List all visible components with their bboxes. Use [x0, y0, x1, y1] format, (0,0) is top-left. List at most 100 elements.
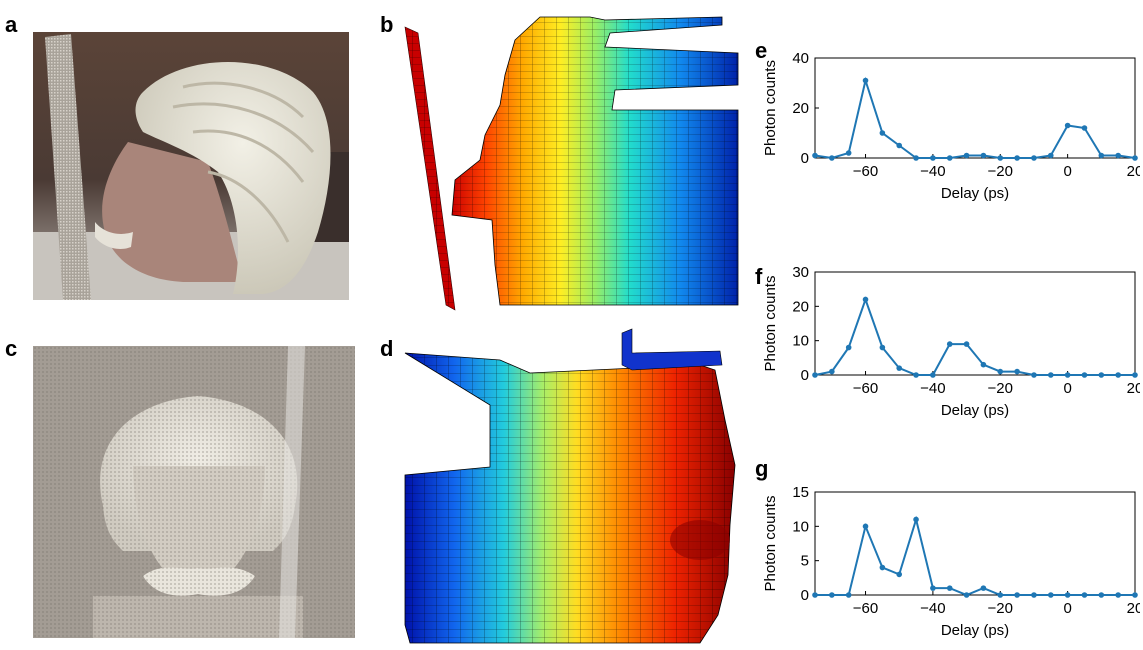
- y-tick-label: 40: [792, 50, 809, 67]
- x-tick-label: 0: [1063, 380, 1071, 397]
- data-point: [963, 152, 970, 159]
- data-point: [946, 155, 953, 161]
- y-axis-label: Photon counts: [762, 496, 779, 592]
- data-point: [980, 585, 987, 591]
- data-point: [812, 372, 818, 378]
- data-point: [997, 368, 1004, 375]
- data-point: [980, 152, 987, 159]
- data-point: [1115, 372, 1121, 378]
- chart-panel-f: −60 −40 −20 0 20 0 10 20 30 Delay (ps) Photon coun…: [762, 264, 1140, 419]
- x-tick-label: −20: [988, 380, 1013, 397]
- data-point: [1064, 372, 1071, 378]
- data-point: [1031, 155, 1037, 161]
- data-point: [896, 365, 903, 371]
- data-point: [829, 368, 835, 375]
- data-point: [1047, 592, 1054, 598]
- data-point: [879, 564, 886, 571]
- data-point: [879, 344, 886, 351]
- panel-label-b: b: [380, 12, 394, 37]
- x-axis-label: Delay (ps): [941, 622, 1009, 639]
- data-point: [1014, 592, 1020, 598]
- data-point: [1081, 125, 1088, 131]
- data-point: [1098, 372, 1105, 378]
- data-point: [1132, 372, 1138, 378]
- data-point: [997, 592, 1004, 598]
- x-tick-label: 20: [1127, 600, 1140, 617]
- x-tick-label: 20: [1127, 380, 1140, 397]
- data-point: [1081, 372, 1088, 378]
- data-point: [1115, 592, 1121, 598]
- data-point: [829, 155, 835, 161]
- data-point: [879, 130, 886, 136]
- x-tick-label: −40: [920, 380, 945, 397]
- data-point: [930, 155, 936, 161]
- data-point: [862, 523, 869, 530]
- series-line: [814, 76, 1136, 160]
- data-point: [862, 296, 869, 303]
- photo-bust-front-through-mesh: [33, 346, 355, 638]
- data-point: [997, 155, 1004, 161]
- y-axis-label: Photon counts: [762, 60, 779, 156]
- plot-frame: [814, 57, 1136, 159]
- x-tick-label: −60: [853, 600, 878, 617]
- data-point: [946, 341, 953, 347]
- y-tick-label: 30: [792, 264, 809, 281]
- data-point: [896, 142, 903, 149]
- series-line: [815, 515, 1135, 597]
- data-point: [862, 77, 869, 84]
- data-point: [913, 372, 919, 378]
- y-tick-label: 15: [792, 484, 809, 501]
- data-point: [1132, 592, 1138, 598]
- data-point: [845, 150, 852, 156]
- data-point: [1064, 122, 1071, 129]
- data-point: [1132, 155, 1138, 161]
- data-point: [896, 571, 903, 578]
- panel-label-f: f: [755, 264, 763, 289]
- reconstruction-3d-front: [400, 325, 745, 645]
- data-point: [963, 592, 970, 598]
- photo-bust-side: [33, 32, 349, 300]
- y-tick-label: 20: [792, 100, 809, 117]
- data-point: [1064, 592, 1071, 598]
- data-point: [1098, 592, 1105, 598]
- data-point: [812, 592, 818, 598]
- data-point: [1098, 152, 1105, 159]
- panel-label-a: a: [5, 12, 18, 37]
- panel-label-g: g: [755, 456, 769, 481]
- data-point: [930, 372, 936, 378]
- x-tick-label: −20: [988, 163, 1013, 180]
- data-point: [829, 592, 835, 598]
- panel-label-e: e: [755, 38, 768, 63]
- y-axis-label: Photon counts: [762, 276, 779, 372]
- x-tick-label: −20: [988, 600, 1013, 617]
- data-point: [1014, 368, 1020, 375]
- data-point: [845, 344, 852, 351]
- data-point: [913, 155, 919, 161]
- y-tick-label: 0: [801, 587, 809, 604]
- chart-panel-g: −60 −40 −20 0 20 0 5 10 15 Delay (ps) Photon count…: [762, 484, 1140, 639]
- panel-label-d: d: [380, 336, 394, 361]
- data-point: [913, 516, 919, 523]
- x-tick-label: −40: [920, 600, 945, 617]
- plot-frame: [814, 491, 1136, 596]
- x-tick-label: 0: [1063, 600, 1071, 617]
- y-tick-label: 10: [792, 333, 809, 350]
- x-tick-label: 20: [1127, 163, 1140, 180]
- data-point: [946, 585, 953, 591]
- data-point: [1081, 592, 1088, 598]
- series-line: [814, 296, 1135, 376]
- x-tick-label: −40: [920, 163, 945, 180]
- data-point: [1047, 152, 1054, 159]
- y-tick-label: 20: [792, 298, 809, 315]
- panel-label-c: c: [5, 336, 18, 361]
- y-tick-label: 0: [801, 367, 809, 384]
- x-axis-label: Delay (ps): [941, 402, 1009, 419]
- data-point: [1014, 155, 1020, 161]
- x-axis-label: Delay (ps): [941, 185, 1009, 202]
- data-point: [1031, 372, 1037, 378]
- y-tick-label: 10: [792, 518, 809, 535]
- data-point: [812, 152, 818, 159]
- reconstruction-3d-side: [400, 15, 740, 315]
- data-point: [1047, 372, 1054, 378]
- x-tick-label: 0: [1063, 163, 1071, 180]
